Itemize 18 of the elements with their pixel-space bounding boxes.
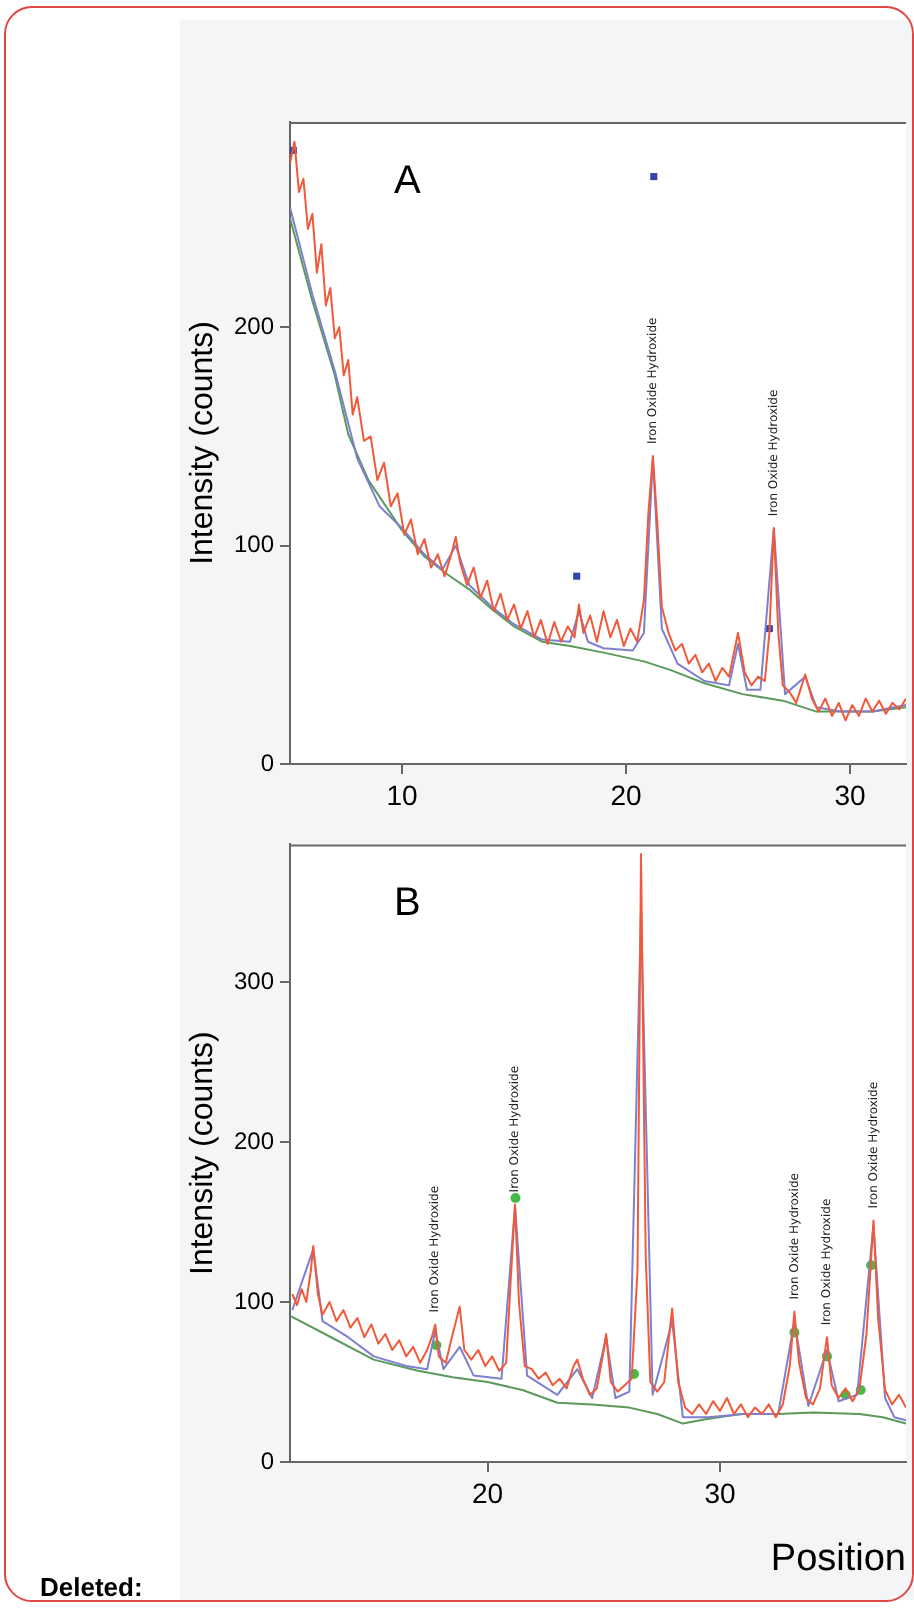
x-axis-title: Position	[770, 1537, 906, 1580]
y-tick-label: 0	[260, 1446, 275, 1475]
x-tick-label: 10	[386, 778, 418, 811]
x-tick-label: 20	[472, 1476, 504, 1509]
y-axis-title: Intensity (counts)	[186, 1031, 221, 1276]
y-tick-label: 0	[260, 748, 275, 777]
y-tick-label: 200	[233, 1126, 275, 1155]
annotation: B	[394, 881, 421, 926]
y-tick-label: 100	[233, 530, 275, 559]
y-tick-label: 100	[233, 1286, 275, 1315]
annotation: A	[394, 159, 422, 204]
x-tick-label: 30	[834, 778, 866, 811]
x-tick-label: 30	[704, 1476, 737, 1509]
x-tick-label: 20	[610, 778, 642, 811]
y-axis-title: Intensity (counts)	[186, 321, 221, 565]
y-tick-label: 200	[233, 311, 275, 340]
y-tick-label: 300	[233, 966, 275, 995]
text: Deleted:	[40, 1572, 143, 1602]
